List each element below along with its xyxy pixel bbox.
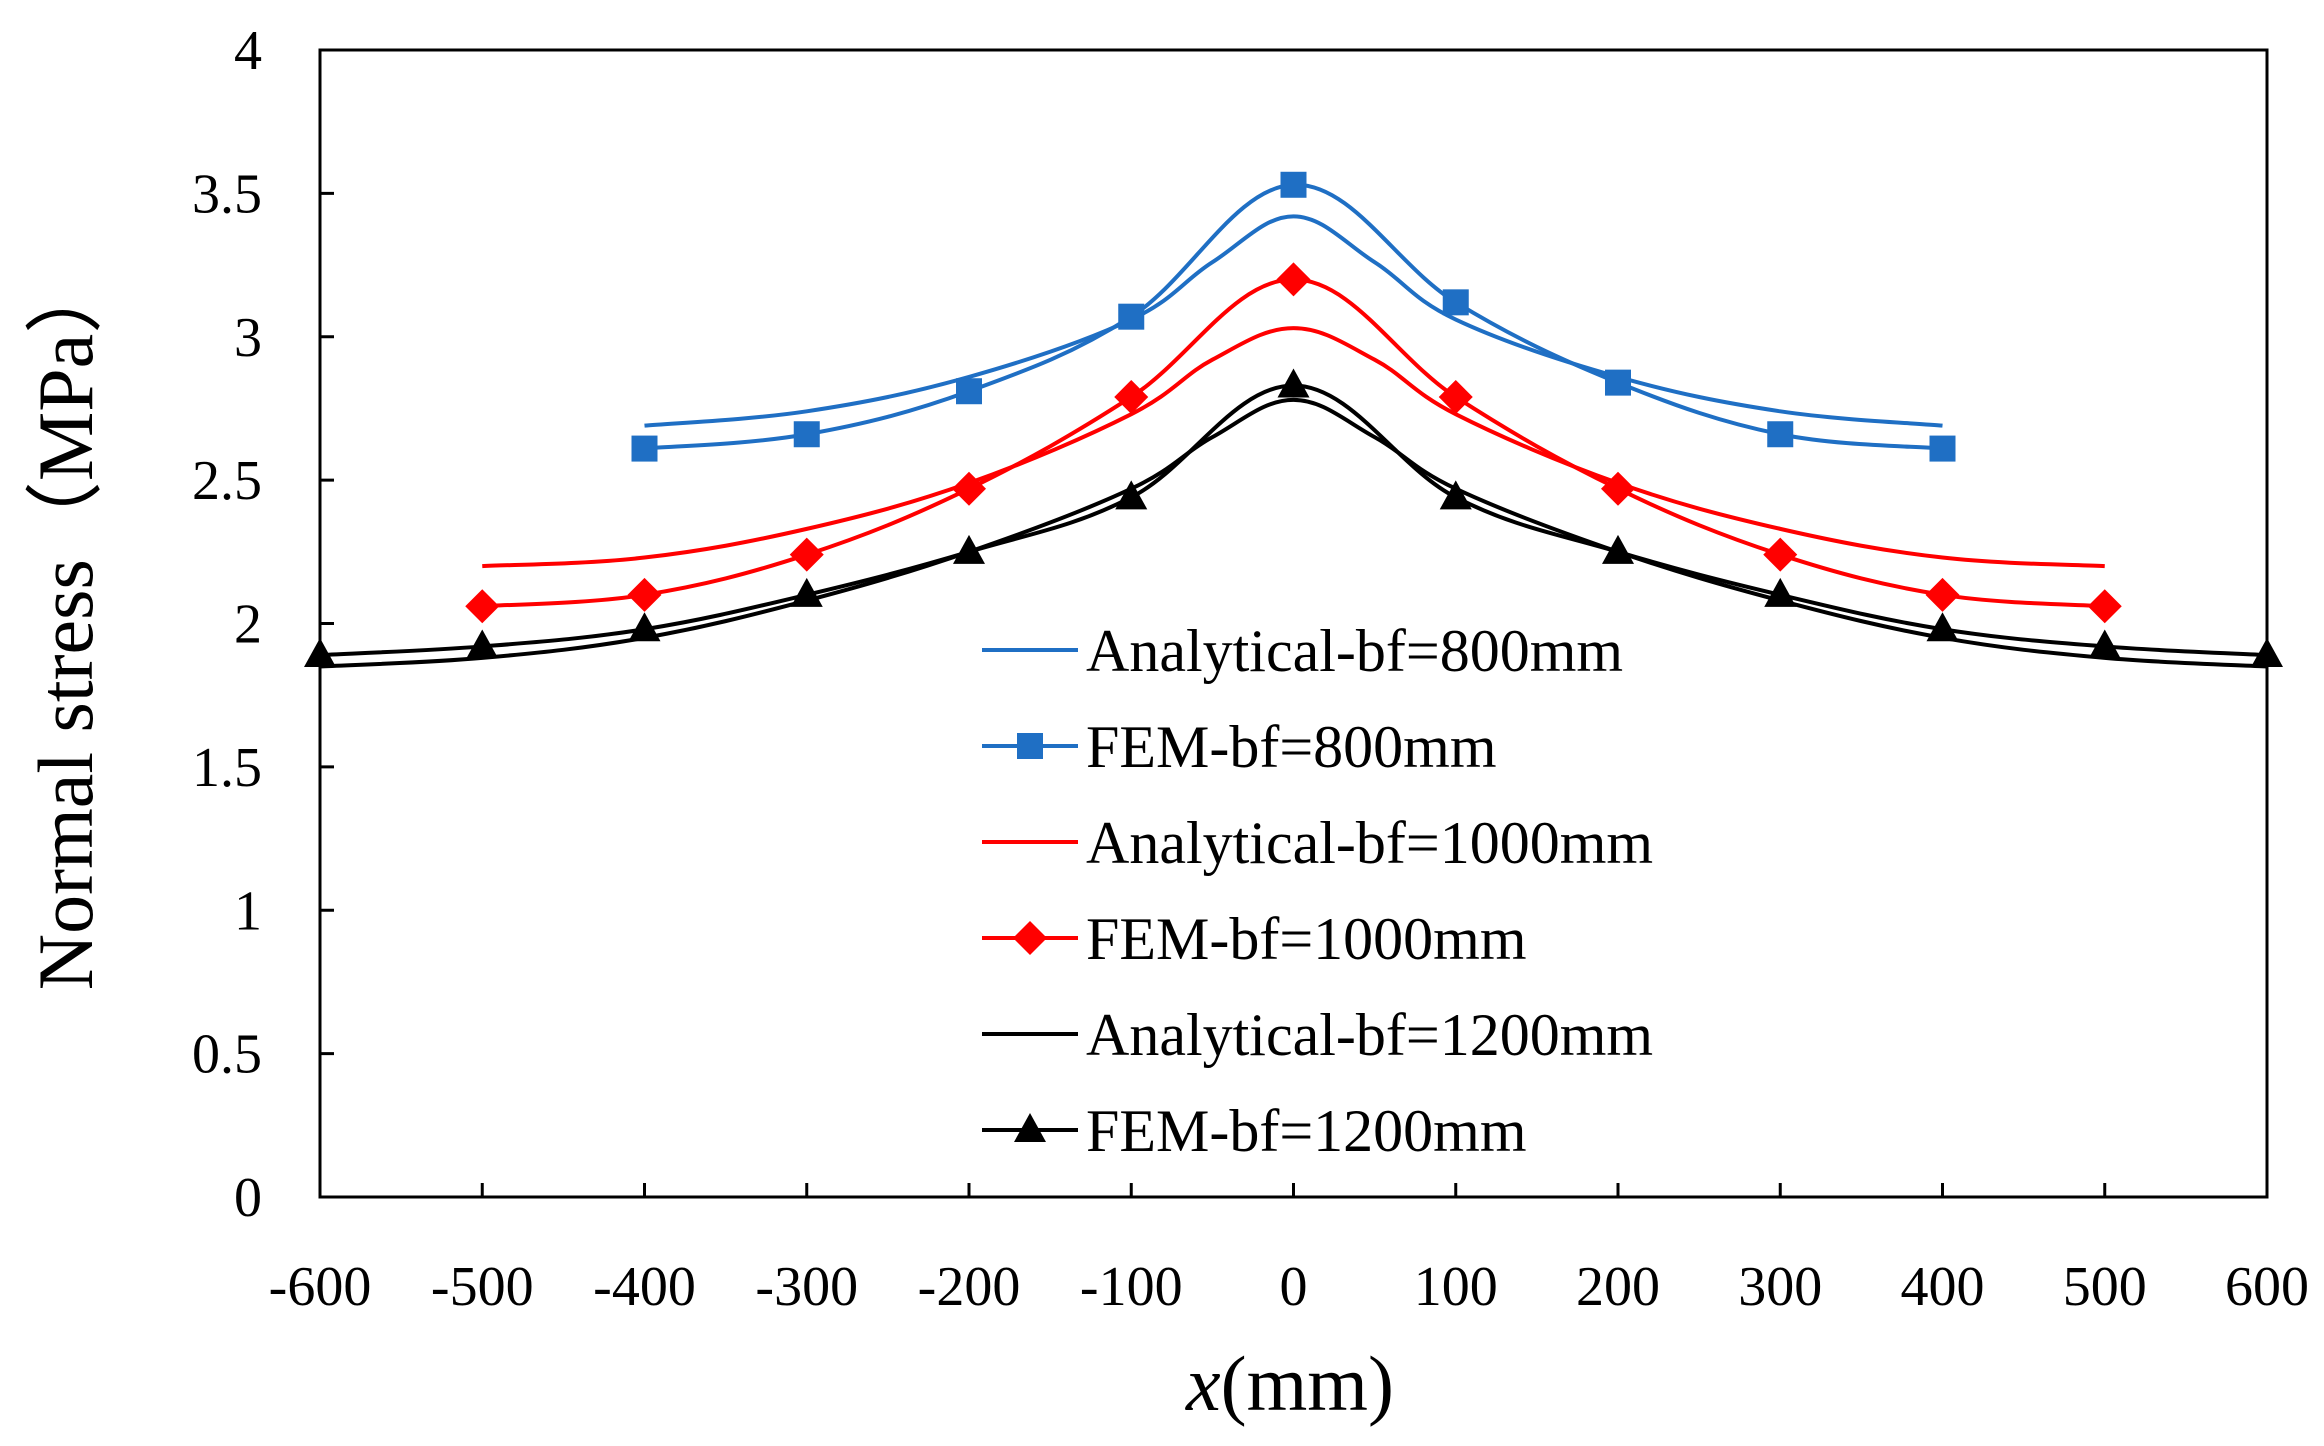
legend-label: FEM-bf=1200mm (1086, 1098, 1527, 1164)
x-tick-label: 500 (2063, 1256, 2147, 1318)
y-tick-label: 1.5 (192, 737, 262, 799)
series-line-analytical-bf-1000mm (482, 326, 2105, 569)
x-tick-label: -600 (269, 1256, 372, 1318)
x-tick-label: 100 (1414, 1256, 1498, 1318)
y-tick-label: 0.5 (192, 1024, 262, 1086)
data-point-fem-bf-1200mm (2251, 638, 2283, 668)
x-tick-label: -300 (755, 1256, 858, 1318)
y-tick-label: 1 (234, 880, 262, 942)
x-tick-label: -500 (431, 1256, 534, 1318)
data-point-fem-bf-1000mm (627, 577, 662, 612)
x-tick-label: 300 (1738, 1256, 1822, 1318)
x-axis-ticks: -600 -500 -400 -300 -200 -100 0 100 200 300 400 500… (269, 1183, 2309, 1318)
data-point-fem-bf-1200mm (1277, 368, 1310, 398)
data-point-fem-bf-800mm (1767, 421, 1794, 448)
series-markers (304, 171, 2283, 668)
data-point-fem-bf-1000mm (789, 537, 824, 572)
data-point-fem-bf-1000mm (1114, 379, 1149, 414)
x-tick-label: 0 (1280, 1256, 1308, 1318)
data-point-fem-bf-1200mm (953, 534, 985, 564)
y-tick-label: 0 (234, 1167, 262, 1229)
data-point-fem-bf-1200mm (1764, 577, 1797, 607)
y-tick-label: 4 (234, 20, 262, 82)
x-tick-label: -200 (918, 1256, 1021, 1318)
legend-label: FEM-bf=800mm (1086, 714, 1497, 780)
data-point-fem-bf-800mm (793, 421, 820, 448)
x-tick-label: 400 (1901, 1256, 1985, 1318)
series-lines (319, 182, 2268, 669)
series-line-analytical-bf-800mm (644, 214, 1943, 428)
data-point-fem-bf-1200mm (1439, 480, 1472, 510)
x-tick-label: 200 (1576, 1256, 1660, 1318)
data-point-fem-bf-1000mm (1763, 537, 1798, 572)
legend-marker-fem-bf-1000mm (1013, 921, 1047, 955)
data-point-fem-bf-1200mm (1602, 534, 1634, 564)
data-point-fem-bf-1000mm (465, 589, 500, 624)
data-point-fem-bf-1200mm (1115, 480, 1148, 510)
data-point-fem-bf-800mm (1118, 303, 1145, 330)
legend-marker-fem-bf-1200mm (1014, 1113, 1046, 1142)
legend: Analytical-bf=800mm FEM-bf=800mm Analytica… (982, 618, 1653, 1164)
data-point-fem-bf-800mm (1442, 289, 1469, 316)
data-point-fem-bf-800mm (1280, 171, 1307, 198)
data-point-fem-bf-800mm (631, 435, 658, 462)
data-point-fem-bf-1200mm (466, 629, 499, 659)
legend-label: Analytical-bf=1000mm (1086, 810, 1653, 876)
data-point-fem-bf-800mm (1929, 435, 1956, 462)
data-point-fem-bf-1000mm (1276, 262, 1311, 297)
y-axis-title: Normal stress（MPa） (22, 256, 109, 990)
data-point-fem-bf-1200mm (304, 638, 336, 668)
series-line-analytical-bf-1200mm (319, 397, 2268, 669)
legend-label: Analytical-bf=1200mm (1086, 1002, 1653, 1068)
legend-marker-fem-bf-800mm (1017, 733, 1043, 759)
data-point-fem-bf-1000mm (2087, 589, 2122, 624)
y-tick-label: 2.5 (192, 450, 262, 512)
series-line-fem-bf-1200mm (319, 383, 2268, 658)
data-point-fem-bf-1000mm (952, 471, 986, 506)
data-point-fem-bf-800mm (1605, 369, 1631, 396)
y-tick-label: 2 (234, 594, 262, 656)
data-point-fem-bf-800mm (956, 378, 982, 405)
x-tick-label: -400 (593, 1256, 696, 1318)
data-point-fem-bf-1000mm (1438, 379, 1473, 414)
data-point-fem-bf-1200mm (790, 577, 823, 607)
x-tick-label: 600 (2225, 1256, 2309, 1318)
data-point-fem-bf-1200mm (1926, 612, 1959, 642)
data-point-fem-bf-1200mm (2088, 629, 2121, 659)
x-axis-title: x(mm) (1185, 1340, 1394, 1427)
data-point-fem-bf-1200mm (628, 612, 661, 642)
data-point-fem-bf-1000mm (1925, 577, 1960, 612)
series-line-fem-bf-800mm (644, 182, 1943, 451)
data-point-fem-bf-1000mm (1601, 471, 1635, 506)
y-tick-label: 3 (234, 307, 262, 369)
x-tick-label: -100 (1080, 1256, 1183, 1318)
legend-label: FEM-bf=1000mm (1086, 906, 1527, 972)
y-axis-ticks: 0 0.5 1 1.5 2 2.5 3 3.5 4 (192, 20, 334, 1229)
legend-label: Analytical-bf=800mm (1086, 618, 1623, 684)
y-tick-label: 3.5 (192, 163, 262, 225)
